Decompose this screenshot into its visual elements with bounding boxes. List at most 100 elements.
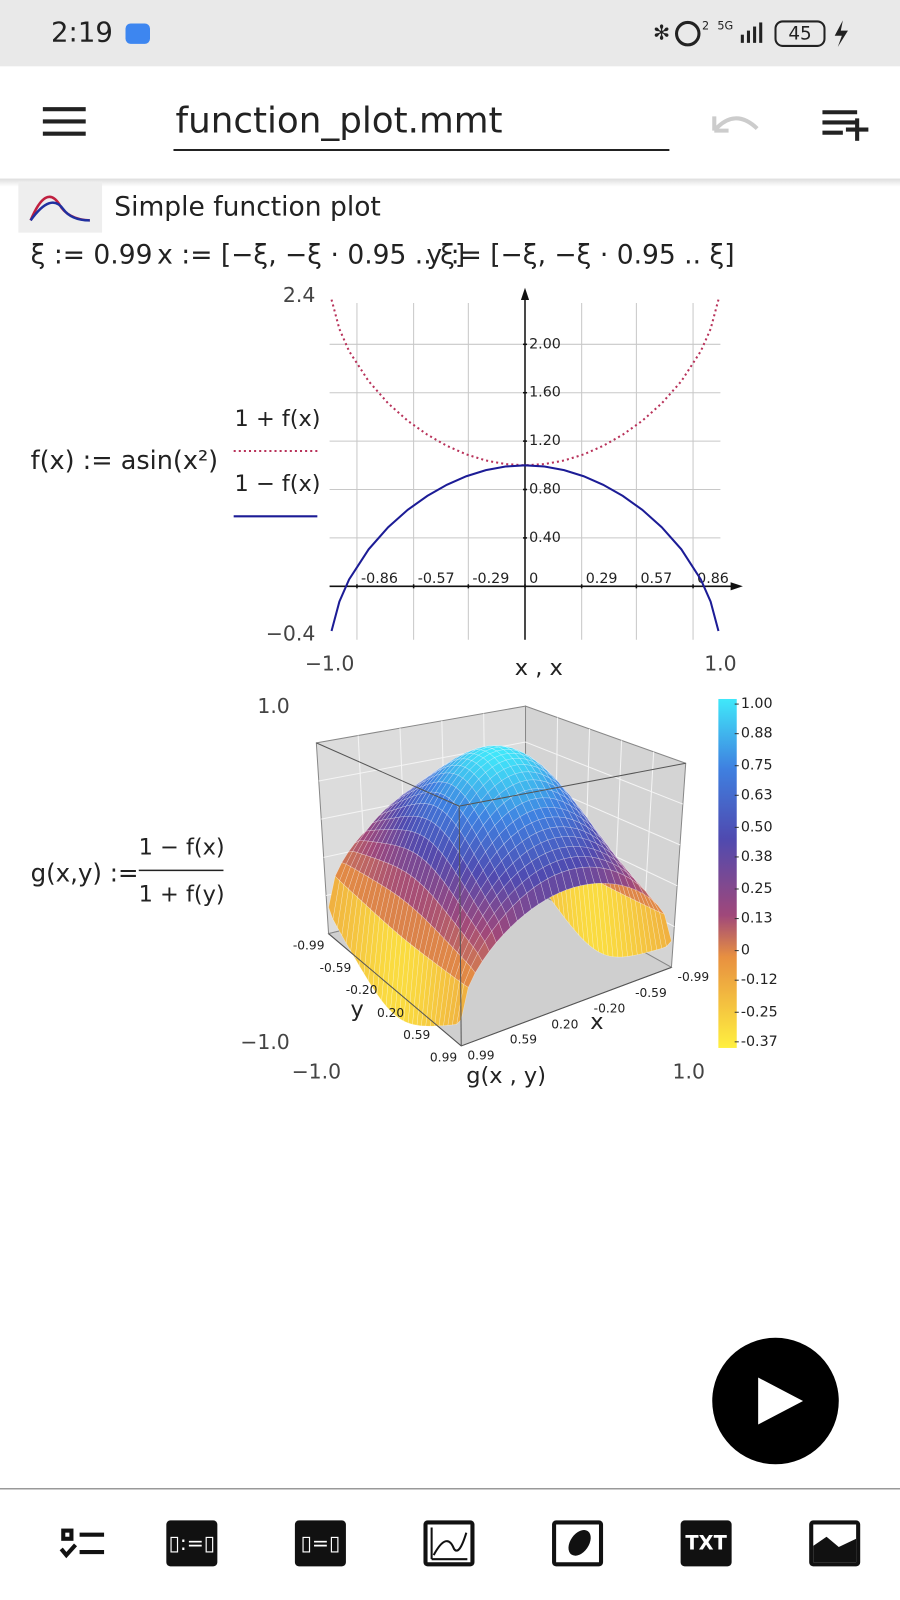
evaluate-button[interactable] (294, 1520, 346, 1567)
surface-cell (582, 866, 595, 885)
y-tick-label: 1.20 (529, 433, 561, 449)
surface-cell (469, 834, 482, 855)
surface-cell (491, 921, 504, 944)
section-title: Simple function plot (114, 192, 381, 223)
box-edge (459, 762, 686, 807)
y-axis-label: y (351, 997, 364, 1023)
undo-button[interactable] (712, 116, 759, 133)
surface-cell (396, 815, 409, 831)
surface-cell (533, 779, 546, 790)
surface-cell (453, 765, 466, 776)
hotspot-icon (675, 20, 701, 47)
file-title[interactable]: function_plot.mmt (176, 100, 503, 141)
surface-cell (374, 884, 387, 919)
surface-cell (482, 816, 495, 835)
surface-cell (417, 836, 430, 859)
colorbar-tick-label: 1.00 (741, 696, 773, 712)
surface-tick-label: 0.59 (403, 1028, 430, 1042)
define-button[interactable] (166, 1520, 218, 1567)
wall-grid (525, 741, 684, 805)
surface-cell (528, 756, 541, 766)
surface-cell (419, 818, 432, 838)
surface-cell (471, 778, 484, 794)
surface-cell (354, 900, 367, 968)
text-button[interactable] (680, 1520, 732, 1567)
surface-cell (394, 936, 407, 1019)
surface-cell (354, 831, 367, 844)
colorbar (718, 698, 737, 1048)
battery-level: 45 (788, 24, 811, 45)
plot-label: g(x , y) (466, 1063, 546, 1089)
surface-cell (441, 888, 454, 914)
surface-cell (457, 886, 470, 909)
surface-cell (423, 820, 436, 841)
surface-tick-label: -0.99 (293, 938, 325, 952)
x-limit-label: −1.0 (305, 651, 355, 675)
surface-cell (444, 818, 457, 840)
image-button[interactable] (809, 1520, 861, 1567)
surface-cell (439, 859, 452, 884)
surface-cell (468, 749, 482, 755)
x-tick-label: -0.29 (472, 571, 509, 587)
surface-cell (466, 900, 479, 922)
sim: 2 (702, 20, 709, 33)
colorbar-tick-label: 0 (741, 943, 750, 959)
surface-tick-label: -0.20 (594, 1001, 626, 1015)
surface-tick-label: -0.59 (320, 961, 352, 975)
colorbar-tick-label: -0.12 (741, 972, 778, 988)
surface-cell (441, 772, 455, 784)
g-numerator: 1 − f(x) (139, 834, 225, 860)
surface-cell (455, 758, 468, 766)
y-limit-label: −0.4 (266, 622, 316, 646)
definition: y := [−ξ, −ξ · 0.95 .. ξ] (427, 240, 735, 271)
surface-tick-label: -0.99 (678, 970, 710, 984)
surface-tick-label: 0.20 (551, 1017, 578, 1031)
x-tick-label: -0.86 (361, 571, 398, 587)
colorbar-tick-label: -0.25 (741, 1004, 778, 1020)
surface-cell (579, 822, 593, 836)
plot-button[interactable] (423, 1520, 475, 1567)
colorbar-tick-label: 0.63 (741, 787, 773, 803)
y-tick-label: 0.40 (529, 530, 561, 546)
surface-cell (487, 785, 500, 802)
box-edge (458, 806, 462, 1046)
surface-cell (442, 838, 454, 861)
x-tick-label: 0.29 (586, 571, 618, 587)
bluetooth-icon: ✻ (653, 21, 670, 45)
surface-cell (396, 900, 409, 938)
surface-cell (476, 784, 489, 801)
legend-label: 1 − f(x) (235, 471, 321, 497)
z-limit-label: 1.0 (257, 694, 289, 718)
surface-cell (491, 762, 505, 774)
surface-cell (410, 816, 423, 833)
surface-tick-label: 0.99 (467, 1049, 494, 1063)
surface-cell (376, 921, 389, 1002)
surface-cell (437, 794, 450, 811)
surface-cell (427, 928, 440, 962)
surface-cell (433, 828, 445, 850)
surface-cell (477, 940, 490, 962)
surface-cell (388, 893, 400, 930)
surface-cell (363, 829, 376, 842)
colorbar-tick-label: 0.50 (741, 819, 773, 835)
x-tick-label: 0.57 (640, 571, 672, 587)
colorbar-tick-label: 0.13 (741, 911, 773, 927)
surface-cell (438, 970, 451, 1027)
list-button[interactable] (59, 1528, 105, 1559)
surface-cell (374, 842, 387, 861)
surface-cell (447, 977, 460, 1026)
definition: ξ := 0.99 (31, 240, 153, 271)
menu-button[interactable] (42, 107, 86, 136)
surface-cell (514, 752, 528, 760)
surface-cell (468, 881, 482, 902)
charging-icon (834, 20, 848, 47)
surface-button[interactable] (552, 1520, 604, 1567)
g-formula: g(x,y) := (31, 858, 139, 887)
surface-cell (545, 816, 558, 829)
surface-cell (435, 781, 448, 794)
add-button[interactable] (822, 110, 869, 141)
surface-plot: -0.99-0.59-0.200.200.590.99-0.99-0.59-0.… (240, 694, 777, 1089)
x-limit-label: −1.0 (292, 1059, 342, 1083)
play-icon (758, 1377, 804, 1425)
